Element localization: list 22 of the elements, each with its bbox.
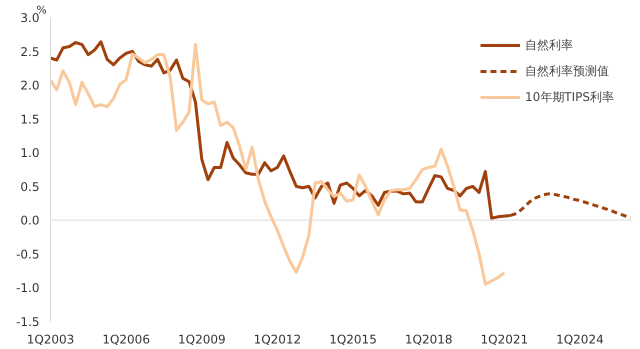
y-tick-label: -0.5 (16, 247, 40, 262)
y-tick-label: -1.5 (16, 315, 40, 329)
x-tick-label: 1Q2006 (102, 332, 150, 346)
legend-label: 自然利率预测值 (525, 62, 609, 80)
y-tick-label: 1.0 (20, 146, 40, 160)
y-tick-label: 1.5 (20, 112, 40, 126)
x-tick-label: 1Q2018 (404, 332, 452, 346)
legend-label: 10年期TIPS利率 (525, 88, 614, 106)
legend-label: 自然利率 (525, 36, 573, 54)
x-tick-label: 1Q2009 (178, 332, 226, 346)
x-tick-label: 1Q2021 (480, 332, 528, 346)
y-tick-label: 0.0 (20, 214, 40, 228)
y-tick-label: 0.5 (20, 180, 40, 194)
x-tick-label: 1Q2003 (26, 332, 74, 346)
y-tick-label: 2.0 (20, 78, 40, 93)
x-tick-label: 1Q2015 (329, 332, 377, 346)
line-series (50, 43, 506, 286)
x-tick-label: 1Q2024 (556, 332, 604, 346)
x-tick-label: 1Q2012 (254, 332, 302, 346)
y-tick-label: 2.5 (20, 44, 40, 59)
y-tick-label: -1.0 (16, 281, 40, 296)
y-tick-label: 3.0 (20, 11, 40, 25)
